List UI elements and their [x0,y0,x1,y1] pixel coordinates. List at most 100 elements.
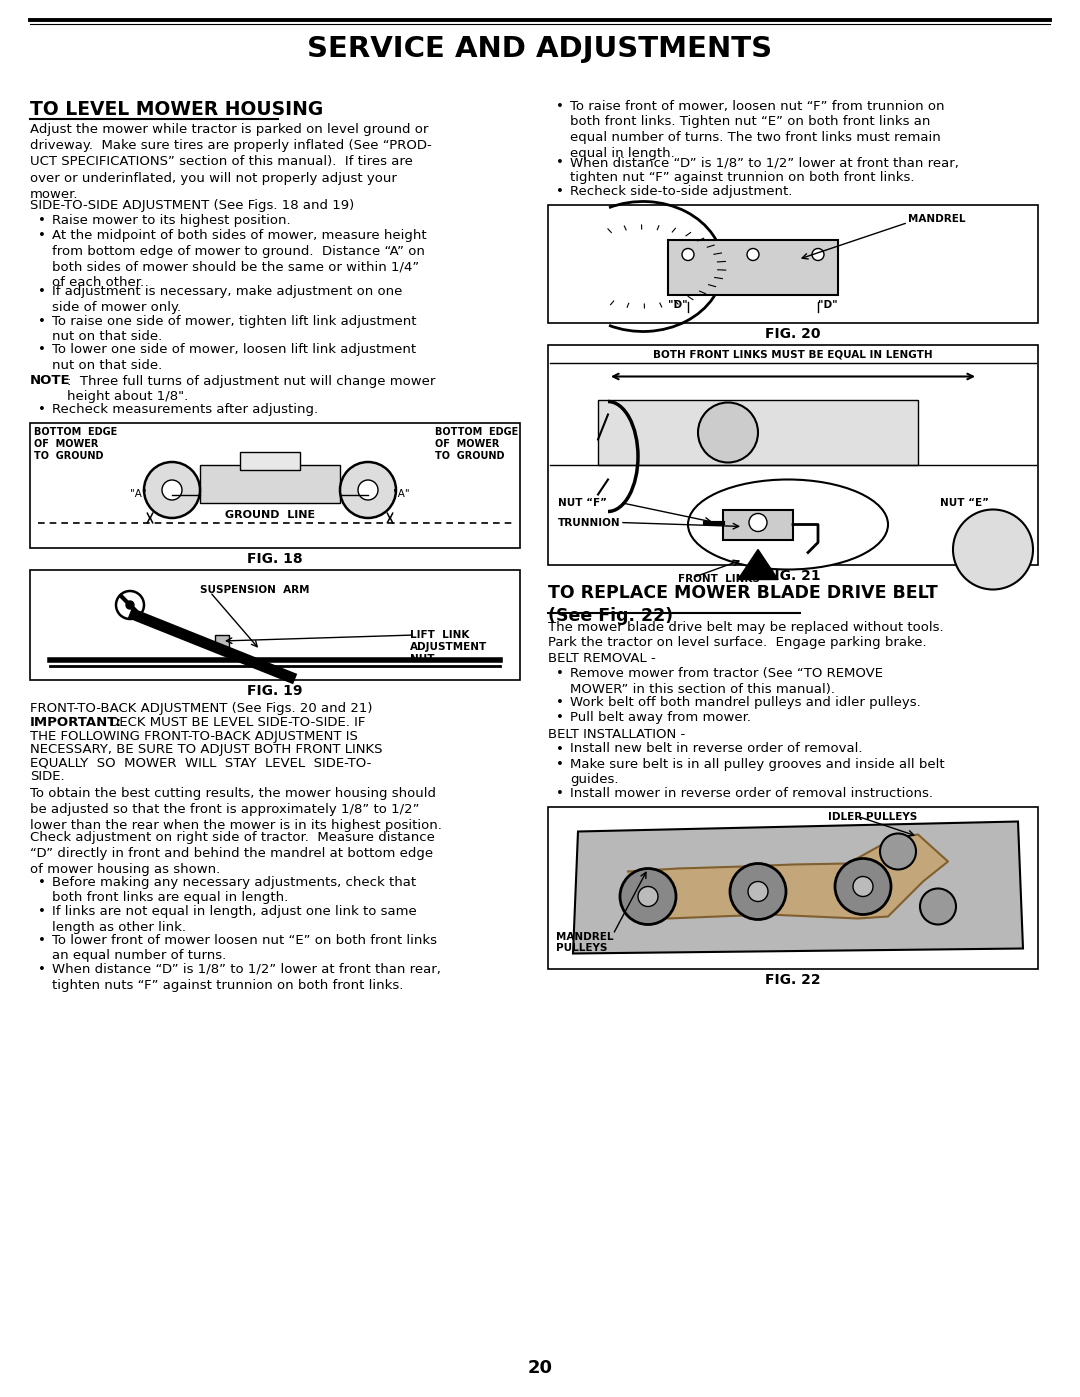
Bar [548,806,1038,968]
Circle shape [638,887,658,907]
Text: FRONT-TO-BACK ADJUSTMENT (See Figs. 20 and 21): FRONT-TO-BACK ADJUSTMENT (See Figs. 20 a… [30,703,373,715]
Text: TO REPLACE MOWER BLADE DRIVE BELT
(See Fig. 22): TO REPLACE MOWER BLADE DRIVE BELT (See F… [548,584,937,624]
Text: "A": "A" [131,489,147,499]
Text: •: • [38,404,45,416]
Text: Recheck measurements after adjusting.: Recheck measurements after adjusting. [52,404,319,416]
Circle shape [880,834,916,869]
Text: To obtain the best cutting results, the mower housing should
be adjusted so that: To obtain the best cutting results, the … [30,787,442,831]
Text: •: • [556,184,564,198]
Text: FIG. 19: FIG. 19 [247,685,302,698]
Text: BELT INSTALLATION -: BELT INSTALLATION - [548,728,685,740]
Text: Install mower in reverse order of removal instructions.: Install mower in reverse order of remova… [570,787,933,800]
Text: •: • [38,344,45,356]
Text: •: • [556,666,564,680]
Circle shape [698,402,758,462]
Circle shape [126,601,134,609]
Text: •: • [556,711,564,725]
Text: Pull belt away from mower.: Pull belt away from mower. [570,711,751,725]
Bar [215,636,229,647]
Text: SIDE-TO-SIDE ADJUSTMENT (See Figs. 18 and 19): SIDE-TO-SIDE ADJUSTMENT (See Figs. 18 an… [30,198,354,211]
Text: IMPORTANT:: IMPORTANT: [30,717,122,729]
Circle shape [920,888,956,925]
Text: BOTTOM  EDGE
OF  MOWER
TO  GROUND: BOTTOM EDGE OF MOWER TO GROUND [33,427,118,461]
Text: •: • [38,214,45,226]
Circle shape [340,462,396,518]
Circle shape [116,591,144,619]
Text: •: • [38,285,45,299]
Text: BELT REMOVAL -: BELT REMOVAL - [548,652,656,665]
Text: GROUND  LINE: GROUND LINE [225,510,315,520]
Text: At the midpoint of both sides of mower, measure height
from bottom edge of mower: At the midpoint of both sides of mower, … [52,229,427,289]
Circle shape [812,249,824,260]
Text: •: • [556,101,564,113]
Bar [30,423,519,548]
Text: When distance “D” is 1/8” to 1/2” lower at front than rear,
tighten nuts “F” aga: When distance “D” is 1/8” to 1/2” lower … [52,963,441,992]
Text: IDLER PULLEYS: IDLER PULLEYS [828,812,917,821]
Text: Raise mower to its highest position.: Raise mower to its highest position. [52,214,291,226]
Polygon shape [738,549,778,580]
Text: FRONT  LINKS: FRONT LINKS [678,574,760,584]
Circle shape [144,462,200,518]
Text: •: • [556,742,564,756]
Text: SIDE.: SIDE. [30,771,65,784]
Text: When distance “D” is 1/8” to 1/2” lower at front than rear,
tighten nut “F” agai: When distance “D” is 1/8” to 1/2” lower … [570,156,959,184]
Bar [30,570,519,680]
Circle shape [750,514,767,531]
Text: EQUALLY  SO  MOWER  WILL  STAY  LEVEL  SIDE-TO-: EQUALLY SO MOWER WILL STAY LEVEL SIDE-TO… [30,757,372,770]
Text: To lower one side of mower, loosen lift link adjustment
nut on that side.: To lower one side of mower, loosen lift … [52,344,416,372]
Polygon shape [627,834,948,918]
Text: TRUNNION: TRUNNION [558,517,621,528]
Text: "D": "D" [669,299,688,310]
Text: Work belt off both mandrel pulleys and idler pulleys.: Work belt off both mandrel pulleys and i… [570,696,921,710]
Text: To lower front of mower loosen nut “E” on both front links
an equal number of tu: To lower front of mower loosen nut “E” o… [52,935,437,963]
Circle shape [730,863,786,919]
Text: •: • [38,935,45,947]
Text: Make sure belt is in all pulley grooves and inside all belt
guides.: Make sure belt is in all pulley grooves … [570,759,945,787]
Text: •: • [38,963,45,977]
Text: MANDREL: MANDREL [908,215,966,225]
Text: •: • [38,876,45,888]
Text: To raise front of mower, loosen nut “F” from trunnion on
both front links. Tight: To raise front of mower, loosen nut “F” … [570,101,945,159]
Text: Check adjustment on right side of tractor.  Measure distance
“D” directly in fro: Check adjustment on right side of tracto… [30,831,435,876]
Bar [723,510,793,539]
Bar [598,400,918,464]
Polygon shape [573,821,1023,954]
Text: FIG. 18: FIG. 18 [247,552,302,566]
Text: "A": "A" [393,489,409,499]
Text: FIG. 20: FIG. 20 [766,327,821,341]
Text: TO LEVEL MOWER HOUSING: TO LEVEL MOWER HOUSING [30,101,323,119]
Text: BOTTOM  EDGE
OF  MOWER
TO  GROUND: BOTTOM EDGE OF MOWER TO GROUND [435,427,518,461]
Bar [548,204,1038,323]
Text: BOTH FRONT LINKS MUST BE EQUAL IN LENGTH: BOTH FRONT LINKS MUST BE EQUAL IN LENGTH [653,349,933,359]
Text: To raise one side of mower, tighten lift link adjustment
nut on that side.: To raise one side of mower, tighten lift… [52,314,417,344]
Circle shape [681,249,694,260]
Bar [240,453,300,469]
Text: •: • [556,787,564,800]
Circle shape [620,869,676,925]
Text: DECK MUST BE LEVEL SIDE-TO-SIDE. IF: DECK MUST BE LEVEL SIDE-TO-SIDE. IF [105,717,365,729]
Circle shape [747,249,759,260]
Text: •: • [38,314,45,327]
Text: •: • [38,905,45,918]
Text: Recheck side-to-side adjustment.: Recheck side-to-side adjustment. [570,184,793,198]
Text: •: • [556,696,564,710]
Text: •: • [556,156,564,169]
Circle shape [953,510,1032,590]
Text: Remove mower from tractor (See “TO REMOVE
MOWER” in this section of this manual): Remove mower from tractor (See “TO REMOV… [570,666,883,696]
Text: FIG. 22: FIG. 22 [766,972,821,986]
Text: SUSPENSION  ARM: SUSPENSION ARM [200,585,310,595]
Text: The mower blade drive belt may be replaced without tools.
Park the tractor on le: The mower blade drive belt may be replac… [548,620,944,650]
Text: Install new belt in reverse order of removal.: Install new belt in reverse order of rem… [570,742,863,756]
Text: MANDREL
PULLEYS: MANDREL PULLEYS [556,932,613,953]
Text: FIG. 21: FIG. 21 [766,569,821,583]
Text: NECESSARY, BE SURE TO ADJUST BOTH FRONT LINKS: NECESSARY, BE SURE TO ADJUST BOTH FRONT … [30,743,382,757]
Text: NUT “E”: NUT “E” [940,497,989,507]
Ellipse shape [688,479,888,570]
Text: NUT “F”: NUT “F” [558,497,607,507]
Circle shape [162,481,183,500]
Bar [669,239,838,295]
Text: •: • [556,759,564,771]
Circle shape [835,859,891,915]
Text: If links are not equal in length, adjust one link to same
length as other link.: If links are not equal in length, adjust… [52,905,417,933]
Text: :  Three full turns of adjustment nut will change mower
height about 1/8".: : Three full turns of adjustment nut wil… [67,374,435,402]
